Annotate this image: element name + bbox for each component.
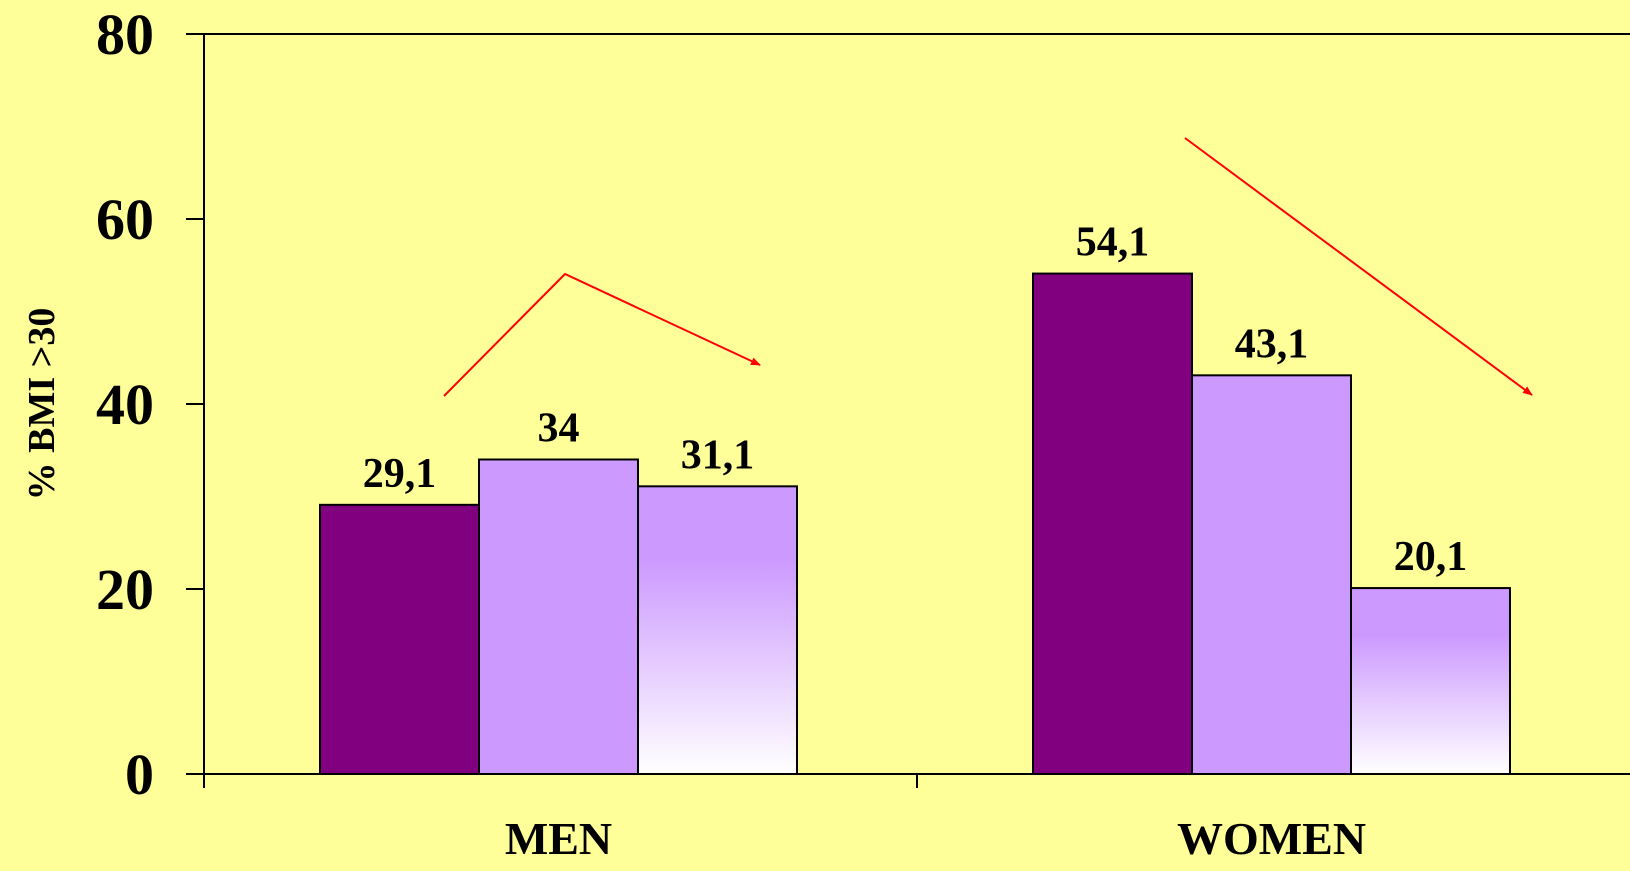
y-axis-ticks: 0 20 40 60 80 (96, 2, 204, 807)
women-trend-arrow (1184, 137, 1533, 396)
bar-value-label: 29,1 (363, 451, 437, 497)
y-tick-label: 0 (125, 742, 154, 807)
men-trend-arrow (443, 272, 761, 397)
bar-men-2 (478, 458, 639, 775)
bar-women-1 (1032, 272, 1193, 775)
y-tick-label: 20 (96, 557, 154, 622)
y-tick-label: 40 (96, 372, 154, 437)
category-labels: MEN WOMEN (505, 813, 1366, 864)
bar-men-1 (319, 503, 480, 775)
category-label-women: WOMEN (1177, 813, 1366, 864)
bar-men-3 (637, 485, 798, 775)
bar-women-2 (1191, 374, 1352, 775)
bar-value-label: 43,1 (1235, 321, 1309, 367)
x-axis-ticks (203, 774, 918, 788)
data-labels: 29,1 34 31,1 54,1 43,1 20,1 (363, 220, 1468, 581)
bar-value-label: 54,1 (1076, 220, 1150, 266)
y-axis-title: % BMI >30 (21, 308, 63, 501)
category-label-men: MEN (505, 813, 612, 864)
trend-arrows-men (443, 272, 761, 397)
bar-value-label: 31,1 (681, 432, 755, 478)
bar-value-label: 20,1 (1394, 534, 1468, 580)
y-tick-label: 80 (96, 2, 154, 67)
bar-women-3 (1350, 587, 1511, 776)
bar-value-label: 34 (538, 406, 580, 452)
bar-series (319, 272, 1511, 776)
trend-arrows-women (1184, 137, 1533, 396)
y-tick-label: 60 (96, 187, 154, 252)
